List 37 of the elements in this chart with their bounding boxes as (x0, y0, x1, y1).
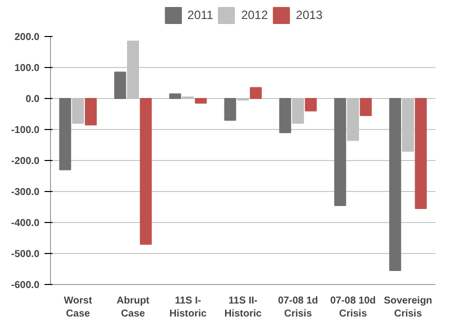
bar (292, 98, 304, 124)
bar (194, 98, 207, 104)
y-tick-label: -200.0 (11, 156, 40, 167)
x-tick-label: 07-08 10d Crisis (330, 296, 376, 320)
bar (224, 98, 236, 121)
y-tick-label: -600.0 (11, 280, 40, 291)
x-tick-label: 11S II- Historic (224, 296, 262, 320)
y-tick-label: -100.0 (11, 125, 40, 136)
bar (169, 93, 182, 99)
bar (347, 98, 359, 141)
bar (140, 98, 152, 245)
bar (414, 98, 427, 210)
bar (279, 98, 292, 134)
bar (304, 98, 317, 112)
y-tick-label: -500.0 (11, 249, 40, 260)
y-tick-label: 100.0 (14, 63, 40, 74)
bar (59, 98, 72, 170)
legend-label: 2011 (187, 8, 214, 22)
bar (334, 98, 346, 206)
x-tick-label: 07-08 1d Crisis (278, 296, 318, 320)
bar (72, 98, 84, 124)
x-tick-label: Sovereign Crisis (384, 296, 432, 320)
y-tick-label: -400.0 (11, 218, 40, 229)
bar (114, 72, 126, 99)
bar (360, 98, 372, 116)
x-tick-label: Worst Case (64, 296, 93, 320)
bar (250, 87, 262, 99)
bar (84, 98, 97, 126)
x-tick-label: 11S I- Historic (169, 296, 208, 320)
y-tick-label: 0.0 (26, 94, 40, 105)
x-tick-label: Abrupt Case (116, 296, 150, 320)
y-tick-label: -300.0 (11, 187, 40, 198)
legend-label: 2012 (241, 8, 268, 22)
legend-label: 2013 (296, 8, 323, 22)
bar (389, 98, 402, 272)
bar (402, 98, 414, 152)
y-tick-label: 200.0 (14, 32, 40, 43)
